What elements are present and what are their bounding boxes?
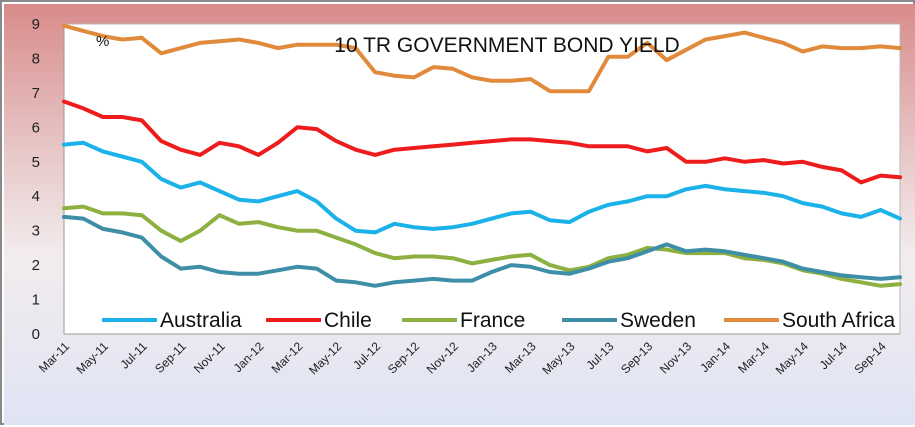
- y-unit-label: %: [96, 33, 109, 50]
- chart-title: 10 TR GOVERNMENT BOND YIELD: [334, 34, 679, 57]
- series-line-south-africa: [62, 23, 902, 94]
- legend-label: Chile: [324, 309, 372, 332]
- legend-label: France: [460, 309, 525, 332]
- y-tick-label: 9: [32, 16, 40, 33]
- series-line-sweden: [62, 214, 902, 288]
- y-tick-label: 3: [32, 223, 40, 240]
- y-tick-label: 4: [32, 188, 40, 205]
- y-tick-label: 8: [32, 50, 40, 67]
- series-line-australia: [62, 140, 902, 235]
- legend-label: Sweden: [620, 309, 696, 332]
- legend-label: South Africa: [782, 309, 896, 332]
- y-tick-label: 6: [32, 119, 40, 136]
- y-tick-label: 0: [32, 326, 40, 343]
- y-tick-label: 5: [32, 154, 40, 171]
- y-tick-label: 2: [32, 257, 40, 274]
- y-tick-label: 7: [32, 85, 40, 102]
- y-tick-label: 1: [32, 292, 40, 309]
- legend: Australia Chile France Sweden South Africa: [102, 309, 896, 332]
- plot-area: [63, 23, 901, 335]
- legend-label: Australia: [160, 309, 242, 332]
- series-line-chile: [62, 99, 902, 185]
